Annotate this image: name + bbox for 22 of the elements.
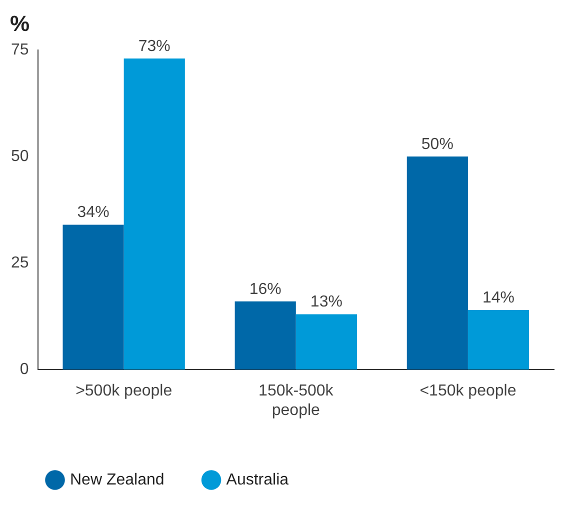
- bar: [468, 310, 530, 370]
- legend-label: Australia: [226, 471, 289, 488]
- y-tick-label: 75: [11, 41, 29, 58]
- data-label: 16%: [249, 280, 282, 298]
- data-label: 73%: [138, 38, 170, 55]
- x-tick-label: >500k people: [76, 382, 172, 400]
- data-label: 50%: [421, 136, 454, 153]
- bar: [234, 301, 296, 370]
- x-tick-label: 150k-500k people: [258, 382, 334, 419]
- x-tick-label: <150k people: [420, 382, 516, 400]
- data-label: 14%: [482, 289, 515, 306]
- bar: [296, 314, 357, 370]
- data-label: 13%: [310, 294, 342, 311]
- data-label: 34%: [77, 204, 110, 222]
- legend-label: New Zealand: [70, 471, 164, 488]
- y-tick-label: 0: [20, 361, 29, 378]
- y-axis-title: %: [10, 11, 30, 36]
- y-tick-label: 25: [11, 254, 29, 272]
- bar: [406, 156, 468, 370]
- y-tick-label: 50: [11, 148, 29, 165]
- bar: [124, 58, 185, 370]
- bar: [62, 224, 124, 370]
